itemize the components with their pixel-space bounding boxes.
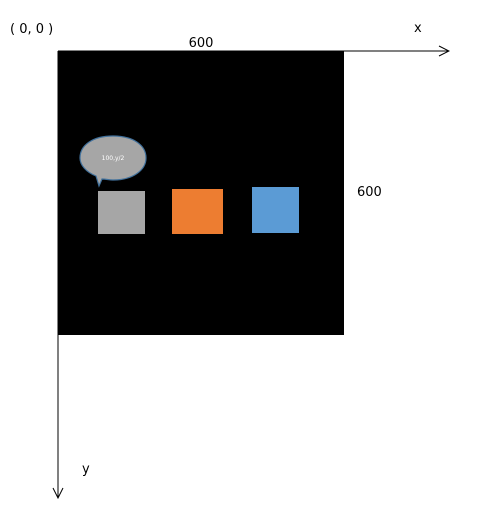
canvas-width-label: 600 <box>189 36 214 51</box>
speech-bubble-shape <box>79 135 147 188</box>
speech-bubble-text: 100,y/2 <box>102 155 125 162</box>
x-axis-label: x <box>414 21 422 36</box>
canvas-height-label: 600 <box>357 185 382 200</box>
gray-square <box>98 191 145 234</box>
speech-bubble: 100,y/2 <box>79 135 147 188</box>
origin-label: ( 0, 0 ) <box>10 22 53 37</box>
blue-square <box>252 187 299 233</box>
orange-square <box>172 189 223 234</box>
y-axis-label: y <box>82 462 90 477</box>
